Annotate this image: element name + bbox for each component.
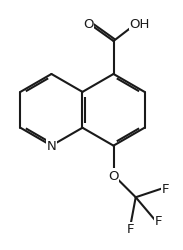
Text: F: F: [127, 222, 134, 235]
Text: O: O: [108, 169, 119, 182]
Text: F: F: [162, 182, 169, 195]
Text: OH: OH: [130, 18, 150, 30]
Text: N: N: [46, 140, 56, 152]
Text: O: O: [83, 18, 94, 30]
Text: F: F: [155, 214, 162, 227]
